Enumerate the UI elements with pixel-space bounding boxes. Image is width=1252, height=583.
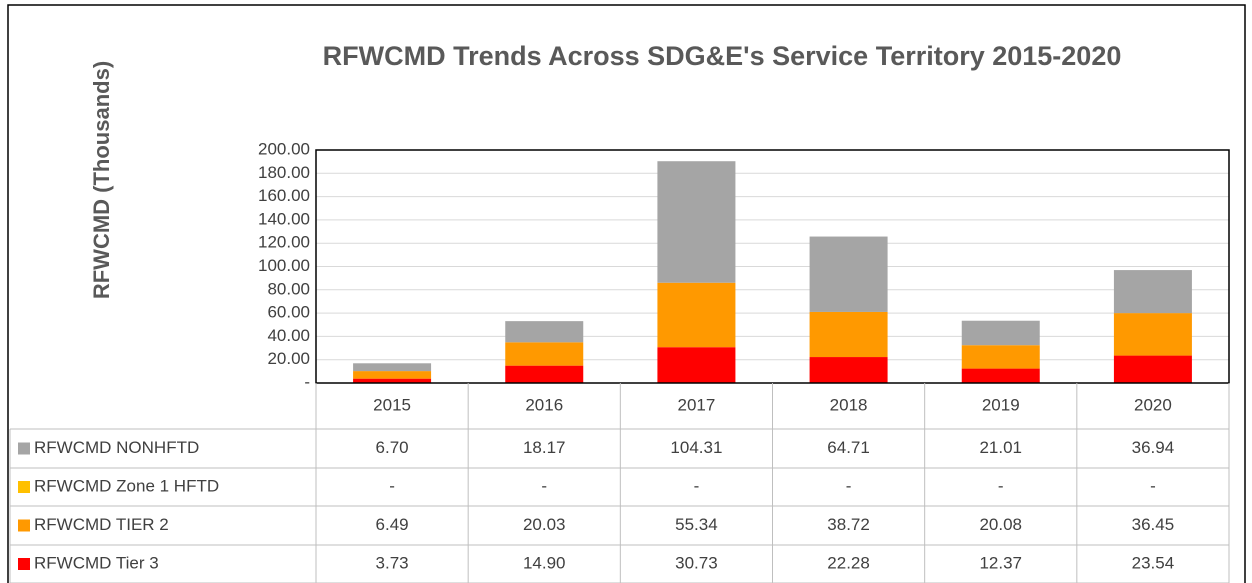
legend-label: RFWCMD Zone 1 HFTD: [34, 476, 219, 495]
data-label: -: [1150, 476, 1156, 495]
data-label: 20.08: [979, 515, 1022, 534]
bar: [809, 236, 888, 312]
x-tick-label: 2015: [373, 395, 411, 414]
bar: [1113, 313, 1192, 356]
legend-label: RFWCMD NONHFTD: [34, 438, 199, 457]
bar: [1113, 270, 1192, 314]
legend-label: RFWCMD TIER 2: [34, 515, 169, 534]
y-tick-label: 180.00: [258, 163, 310, 182]
y-tick-label: 20.00: [267, 349, 310, 368]
data-label: 18.17: [523, 438, 566, 457]
legend-swatch: [18, 519, 30, 532]
bar: [961, 320, 1040, 346]
data-label: 55.34: [675, 515, 718, 534]
x-tick-label: 2016: [525, 395, 563, 414]
legend-swatch: [18, 558, 30, 570]
x-tick-label: 2019: [982, 395, 1020, 414]
bar: [809, 311, 888, 358]
y-tick-label: 40.00: [267, 326, 310, 345]
bar: [961, 345, 1040, 369]
chart-frame: [7, 4, 1246, 583]
data-label: 21.01: [979, 438, 1022, 457]
bar: [809, 357, 888, 383]
bar: [505, 365, 584, 383]
bar: [505, 321, 584, 343]
y-axis-title: RFWCMD (Thousands): [89, 61, 114, 299]
data-label: -: [541, 476, 547, 495]
bar: [657, 161, 736, 283]
y-tick-label: 140.00: [258, 209, 310, 228]
data-label: 30.73: [675, 553, 718, 572]
x-tick-label: 2017: [678, 395, 716, 414]
legend-swatch: [18, 481, 30, 493]
data-label: 36.94: [1132, 438, 1175, 457]
data-label: -: [694, 476, 700, 495]
bar: [657, 347, 736, 383]
legend-swatch: [18, 442, 30, 455]
y-tick-label: 80.00: [267, 279, 310, 298]
data-label: 20.03: [523, 515, 566, 534]
data-label: 38.72: [827, 515, 870, 534]
data-label: 23.54: [1132, 553, 1175, 572]
data-label: 104.31: [670, 438, 722, 457]
bar: [961, 368, 1040, 383]
bar: [353, 371, 432, 379]
bar: [657, 282, 736, 348]
data-label: 36.45: [1132, 515, 1175, 534]
y-tick-label: 200.00: [258, 139, 310, 158]
y-tick-label: 60.00: [267, 303, 310, 322]
y-tick-label: 100.00: [258, 256, 310, 275]
y-tick-label: -: [304, 372, 310, 391]
chart-title: RFWCMD Trends Across SDG&E's Service Ter…: [323, 41, 1122, 71]
x-tick-label: 2018: [830, 395, 868, 414]
bar: [1113, 355, 1192, 383]
legend-label: RFWCMD Tier 3: [34, 553, 159, 572]
data-label: 6.49: [376, 515, 409, 534]
data-label: 22.28: [827, 553, 870, 572]
bar: [353, 363, 432, 372]
data-label: -: [846, 476, 852, 495]
data-label: -: [389, 476, 395, 495]
y-tick-label: 120.00: [258, 233, 310, 252]
data-label: -: [998, 476, 1004, 495]
bar: [353, 378, 432, 383]
data-label: 3.73: [376, 553, 409, 572]
data-label: 14.90: [523, 553, 566, 572]
data-label: 64.71: [827, 438, 870, 457]
x-tick-label: 2020: [1134, 395, 1172, 414]
data-label: 12.37: [979, 553, 1022, 572]
y-tick-label: 160.00: [258, 186, 310, 205]
bar: [505, 342, 584, 366]
data-label: 6.70: [376, 438, 409, 457]
